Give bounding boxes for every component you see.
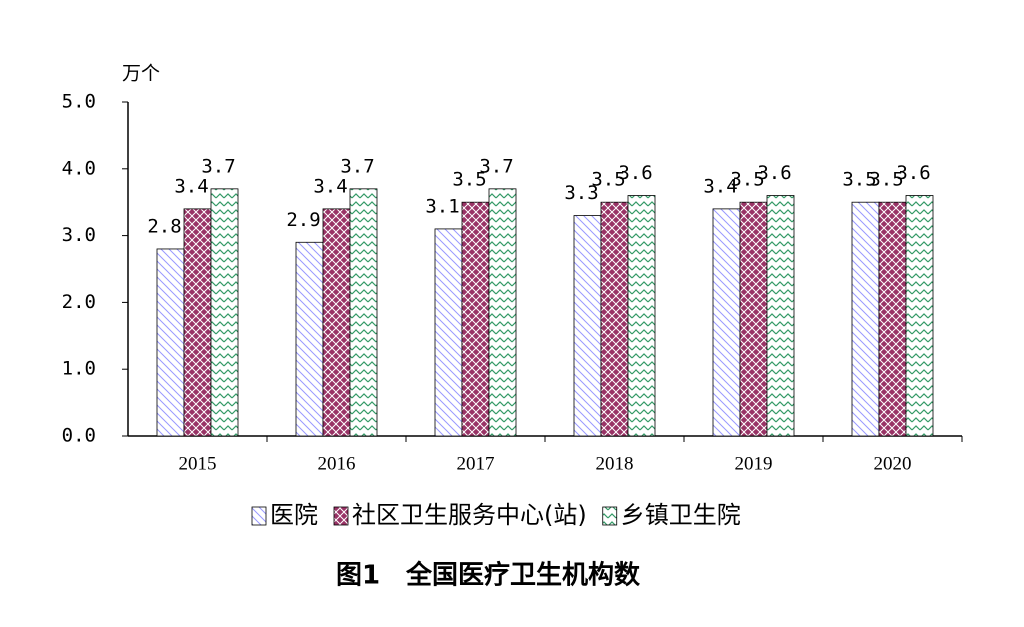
bar — [739, 201, 768, 437]
bar — [627, 195, 656, 437]
data-label: 3.4 — [174, 175, 208, 197]
legend-label: 医院 — [270, 501, 318, 529]
bar — [295, 241, 324, 437]
bar — [573, 215, 602, 437]
data-label: 3.7 — [201, 155, 235, 177]
legend-label: 乡镇卫生院 — [621, 501, 741, 529]
chart-title: 图1 全国医疗卫生机构数 — [336, 560, 641, 591]
x-tick-label: 2019 — [735, 453, 773, 474]
data-label: 3.4 — [313, 175, 347, 197]
data-label: 3.7 — [340, 155, 374, 177]
data-label: 3.5 — [591, 169, 625, 191]
bar — [766, 195, 795, 437]
data-label: 2.9 — [286, 209, 320, 231]
x-tick-label: 2015 — [179, 453, 217, 474]
data-label: 3.5 — [842, 169, 876, 191]
y-tick-label: 4.0 — [62, 157, 96, 179]
x-tick-label: 2016 — [318, 453, 356, 474]
bar — [434, 228, 463, 437]
bar — [210, 188, 239, 437]
y-tick-label: 3.0 — [62, 224, 96, 246]
bar — [600, 201, 629, 437]
y-tick-label: 0.0 — [62, 425, 96, 447]
data-label: 3.5 — [730, 169, 764, 191]
data-label: 3.5 — [452, 169, 486, 191]
y-tick-label: 1.0 — [62, 358, 96, 380]
bar — [712, 208, 741, 437]
y-unit: 万个 — [122, 63, 160, 85]
legend-swatch — [251, 506, 267, 526]
bar — [461, 201, 490, 437]
x-tick-label: 2020 — [874, 453, 912, 474]
legend-swatch — [333, 506, 349, 526]
y-tick-label: 5.0 — [62, 91, 96, 113]
bar — [488, 188, 517, 437]
bar — [851, 201, 880, 437]
data-label: 3.6 — [896, 162, 930, 184]
y-tick-label: 2.0 — [62, 291, 96, 313]
bar — [156, 248, 185, 437]
bar — [905, 195, 934, 437]
data-label: 3.6 — [757, 162, 791, 184]
bar — [183, 208, 212, 437]
bar — [349, 188, 378, 437]
data-label: 3.4 — [703, 175, 737, 197]
x-tick-label: 2017 — [457, 453, 495, 474]
data-label: 3.7 — [479, 155, 513, 177]
legend-swatch — [602, 506, 618, 526]
data-label: 3.6 — [618, 162, 652, 184]
data-label: 3.5 — [869, 169, 903, 191]
x-tick-label: 2018 — [596, 453, 634, 474]
data-label: 3.3 — [564, 182, 598, 204]
legend-label: 社区卫生服务中心(站) — [352, 501, 587, 529]
bar — [878, 201, 907, 437]
data-label: 2.8 — [147, 215, 181, 237]
data-label: 3.1 — [425, 195, 459, 217]
bar — [322, 208, 351, 437]
